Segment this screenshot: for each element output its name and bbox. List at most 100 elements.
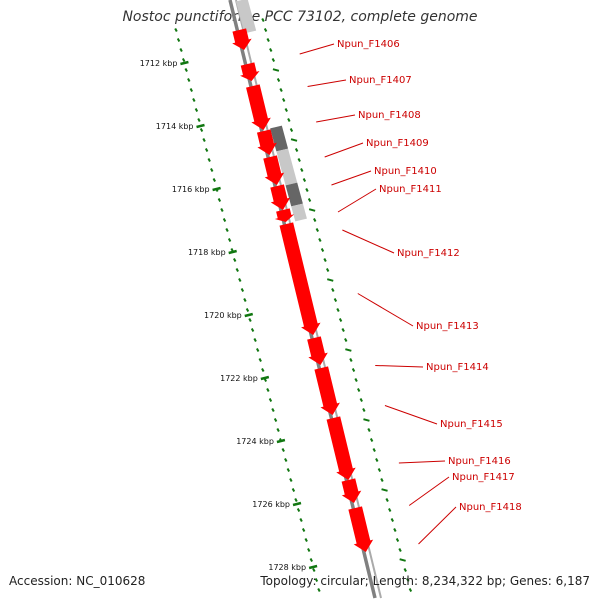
track-dot: [380, 478, 384, 482]
scale-tick-label: 1712 kbp: [140, 59, 178, 68]
scale-tick-label: 1726 kbp: [252, 500, 290, 509]
scale-dot: [197, 118, 201, 122]
scale-dot: [296, 508, 301, 512]
scale-dot: [179, 48, 183, 52]
scale-dot: [207, 158, 211, 162]
gene-label: Npun_F1408: [358, 110, 421, 121]
genome-stats-text: Topology: circular; Length: 8,234,322 bp…: [260, 574, 590, 588]
track-dot: [345, 348, 352, 352]
scale-dot: [235, 268, 239, 272]
track-dot: [408, 588, 413, 592]
feature-block: [235, 0, 257, 34]
track-dot: [349, 358, 353, 362]
scale-dot: [281, 448, 285, 452]
accession-text: Accession: NC_010628: [9, 574, 146, 588]
gene-label-leader: [357, 293, 414, 327]
scale-ruler: 1712 kbp 1714 kbp 1716 kbp 1718 kbp 1720 kbp…: [140, 18, 413, 592]
gene-label: Npun_F1412: [397, 248, 460, 259]
scale-dot: [217, 198, 222, 202]
track-dot: [323, 258, 327, 262]
scale-dot: [174, 28, 178, 32]
gene-arrow-npun_f1408: [246, 84, 271, 130]
gene-arrow-npun_f1412: [274, 208, 295, 222]
feature-track: [235, 0, 307, 222]
scale-dot: [248, 318, 252, 322]
scale-dot: [227, 238, 232, 242]
gene-label: Npun_F1417: [452, 472, 515, 483]
gene-arrow-npun_f1416: [326, 416, 356, 480]
track-dot: [287, 118, 291, 122]
scale-tick-label: 1722 kbp: [220, 374, 258, 383]
track-dot: [333, 298, 338, 302]
gene-arrow-npun_f1418: [348, 506, 374, 552]
track-dot: [318, 238, 322, 242]
scale-dot: [299, 518, 303, 522]
scale-dot: [238, 278, 242, 282]
gene-label: Npun_F1416: [448, 456, 511, 467]
track-dot: [336, 308, 340, 312]
track-dot: [290, 138, 298, 142]
gene-label-leader: [408, 476, 450, 506]
track-dot: [272, 68, 280, 72]
scale-dot: [273, 418, 278, 422]
gene-arrow-npun_f1409: [256, 129, 277, 155]
scale-dot: [220, 208, 224, 212]
track-dot: [363, 418, 370, 422]
track-dot: [341, 328, 345, 332]
gene-label-leader: [375, 365, 424, 368]
track-dot: [395, 538, 400, 542]
gene-label: Npun_F1407: [349, 75, 412, 86]
scale-dot: [245, 308, 250, 312]
scale-dot: [210, 168, 214, 172]
gene-label: Npun_F1411: [379, 184, 442, 195]
gene-arrow-npun_f1410: [263, 155, 285, 185]
scale-tick: [228, 249, 237, 255]
track-dot: [344, 338, 348, 342]
scale-dot: [304, 538, 308, 542]
track-dot: [276, 78, 281, 82]
scale-dot: [233, 258, 237, 262]
gene-label: Npun_F1410: [374, 166, 437, 177]
gene-arrow-npun_f1417: [341, 478, 362, 503]
scale-dot: [307, 548, 311, 552]
track-dot: [398, 548, 402, 552]
gene-label-leader: [398, 460, 446, 464]
track-dot: [282, 98, 286, 102]
track-dot: [308, 208, 316, 212]
track-dot: [338, 318, 343, 322]
scale-dot: [286, 468, 291, 472]
scale-dot: [266, 388, 270, 392]
track-dot: [385, 498, 389, 502]
track-dot: [406, 578, 410, 582]
track-dot: [300, 168, 304, 172]
scale-dot: [268, 398, 273, 402]
scale-tick: [180, 60, 189, 66]
scale-tick: [212, 186, 221, 192]
scale-tick: [196, 123, 205, 129]
scale-dot: [240, 288, 245, 292]
track-dot: [263, 28, 268, 32]
gene-label: Npun_F1413: [416, 321, 479, 332]
track-dot: [315, 228, 319, 232]
track-dot: [351, 368, 356, 372]
gene-arrow-npun_f1406: [232, 28, 252, 50]
scale-dot: [294, 498, 298, 502]
scale-dot: [202, 138, 206, 142]
scale-dot: [253, 338, 257, 342]
scale-dot: [176, 38, 181, 42]
feature-block: [276, 148, 298, 186]
track-dot: [261, 18, 265, 22]
scale-dot: [250, 328, 255, 332]
gene-label-leader: [331, 170, 372, 186]
feature-block: [285, 182, 303, 207]
track-dot: [271, 58, 276, 62]
gene-label-leader: [307, 79, 347, 87]
scale-dot: [312, 568, 316, 572]
scale-tick: [244, 312, 254, 318]
gene-arrow-npun_f1411: [270, 184, 291, 210]
track-dot: [294, 148, 299, 152]
gene-label-leader: [337, 188, 377, 213]
scale-tick-label: 1724 kbp: [236, 437, 274, 446]
track-dot: [279, 88, 283, 92]
gene-arrow-npun_f1407: [240, 62, 260, 81]
